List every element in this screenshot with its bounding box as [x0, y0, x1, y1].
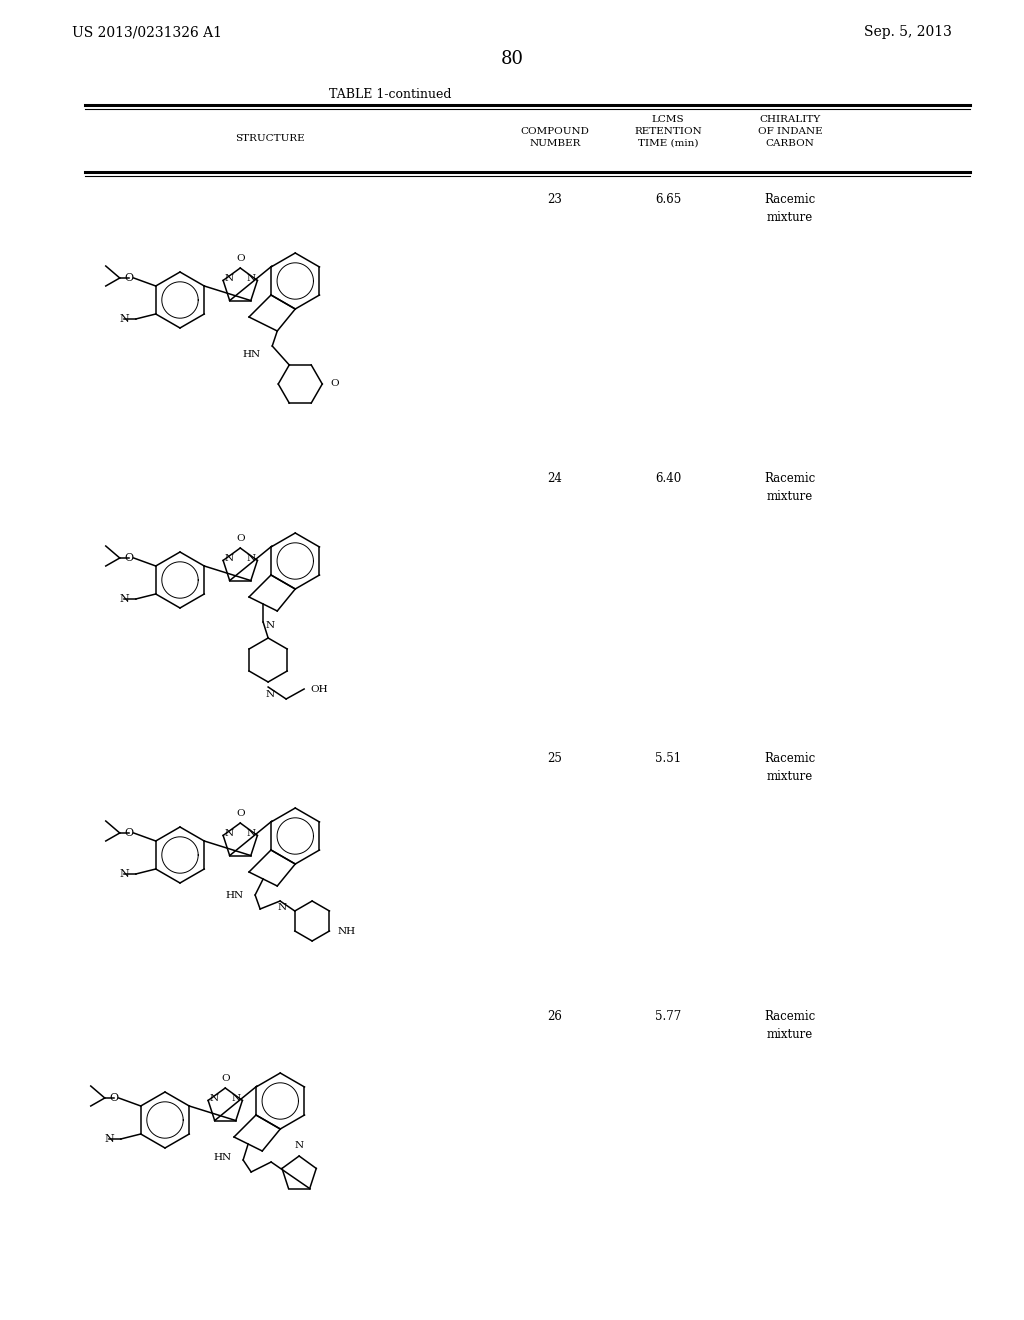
Text: 25: 25 — [548, 752, 562, 766]
Text: N: N — [210, 1094, 219, 1104]
Text: TABLE 1-continued: TABLE 1-continued — [329, 88, 452, 102]
Text: N: N — [224, 829, 233, 838]
Text: HN: HN — [213, 1154, 231, 1163]
Text: Racemic
mixture: Racemic mixture — [764, 473, 816, 503]
Text: 5.51: 5.51 — [655, 752, 681, 766]
Text: NH: NH — [338, 927, 355, 936]
Text: N: N — [224, 554, 233, 562]
Text: OH: OH — [310, 685, 328, 693]
Text: OF INDANE: OF INDANE — [758, 127, 822, 136]
Text: Racemic
mixture: Racemic mixture — [764, 1010, 816, 1041]
Text: O: O — [110, 1093, 119, 1104]
Text: O: O — [236, 253, 245, 263]
Text: O: O — [236, 809, 245, 818]
Text: N: N — [120, 314, 129, 323]
Text: HN: HN — [225, 891, 243, 899]
Text: 5.77: 5.77 — [655, 1010, 681, 1023]
Text: 24: 24 — [548, 473, 562, 484]
Text: N: N — [104, 1134, 115, 1144]
Text: US 2013/0231326 A1: US 2013/0231326 A1 — [72, 25, 222, 40]
Text: HN: HN — [242, 350, 260, 359]
Text: O: O — [331, 380, 339, 388]
Text: 6.65: 6.65 — [655, 193, 681, 206]
Text: Sep. 5, 2013: Sep. 5, 2013 — [864, 25, 952, 40]
Text: CARBON: CARBON — [766, 139, 814, 148]
Text: STRUCTURE: STRUCTURE — [236, 135, 305, 143]
Text: RETENTION: RETENTION — [634, 127, 701, 136]
Text: N: N — [265, 620, 274, 630]
Text: N: N — [247, 554, 256, 562]
Text: O: O — [124, 553, 133, 564]
Text: TIME (min): TIME (min) — [638, 139, 698, 148]
Text: N: N — [120, 594, 129, 605]
Text: O: O — [124, 828, 133, 838]
Text: N: N — [247, 275, 256, 282]
Text: CHIRALITY: CHIRALITY — [760, 115, 820, 124]
Text: LCMS: LCMS — [651, 115, 684, 124]
Text: Racemic
mixture: Racemic mixture — [764, 193, 816, 224]
Text: N: N — [265, 690, 274, 700]
Text: N: N — [231, 1094, 241, 1104]
Text: 26: 26 — [548, 1010, 562, 1023]
Text: 23: 23 — [548, 193, 562, 206]
Text: N: N — [247, 829, 256, 838]
Text: Racemic
mixture: Racemic mixture — [764, 752, 816, 783]
Text: O: O — [221, 1074, 229, 1082]
Text: N: N — [224, 275, 233, 282]
Text: COMPOUND: COMPOUND — [520, 127, 590, 136]
Text: NUMBER: NUMBER — [529, 139, 581, 148]
Text: N: N — [120, 869, 129, 879]
Text: 80: 80 — [501, 50, 523, 69]
Text: N: N — [295, 1140, 304, 1150]
Text: O: O — [236, 535, 245, 543]
Text: 6.40: 6.40 — [655, 473, 681, 484]
Text: N: N — [278, 903, 287, 912]
Text: O: O — [124, 273, 133, 282]
